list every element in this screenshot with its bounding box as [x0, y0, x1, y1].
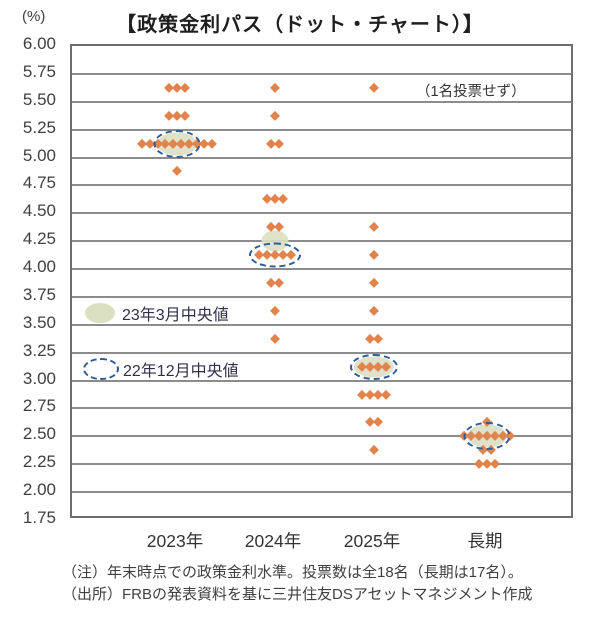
- y-tick-label: 1.75: [22, 508, 56, 527]
- gridline: [72, 463, 571, 466]
- y-tick-label: 2.25: [22, 452, 56, 472]
- y-tick-label: 4.75: [22, 173, 56, 193]
- projection-dot: [179, 110, 190, 121]
- projection-dot: [273, 138, 284, 149]
- projection-dot: [368, 445, 380, 456]
- gridline: [72, 435, 571, 438]
- source-line: （出所）FRBの発表資料を基に三井住友DSアセットマネジメント作成: [62, 586, 533, 603]
- y-tick-label: 4.50: [22, 201, 56, 221]
- projection-dot: [368, 305, 380, 316]
- projection-dot: [372, 417, 383, 428]
- projection-dot: [372, 333, 383, 344]
- projection-dot: [368, 250, 380, 261]
- median-mar23-legend-label: 23年3月中央値: [122, 307, 229, 324]
- gridline: [72, 323, 571, 326]
- y-tick-label: 4.00: [22, 257, 56, 277]
- projection-dot: [489, 459, 500, 470]
- x-category-label: 2023年: [146, 531, 204, 551]
- y-axis-unit-label: (%): [22, 8, 46, 25]
- gridline: [72, 295, 571, 298]
- y-tick-label: 6.00: [22, 34, 56, 53]
- projection-dot: [269, 305, 281, 316]
- y-tick-label: 2.00: [22, 480, 56, 500]
- y-tick-label: 3.75: [22, 284, 56, 304]
- y-tick-label: 5.00: [22, 145, 56, 165]
- projection-dot: [368, 222, 380, 233]
- gridline: [72, 240, 571, 243]
- median-dec22-ellipse: [249, 242, 301, 268]
- gridline: [72, 268, 571, 271]
- projection-dot: [368, 82, 380, 93]
- legend-median-mar23: 23年3月中央値: [85, 301, 229, 325]
- gridline: [72, 351, 571, 354]
- note-line: （注）年末時点での政策金利水準。投票数は全18名（長期は17名）。: [62, 564, 523, 581]
- gridline: [72, 491, 571, 494]
- projection-dot: [269, 110, 281, 121]
- x-category-label: 2024年: [244, 531, 302, 551]
- projection-dot: [273, 277, 284, 289]
- y-tick-label: 3.50: [22, 312, 56, 332]
- projection-dot: [179, 82, 190, 93]
- y-tick-label: 5.75: [22, 61, 56, 81]
- legend-median-dec22: 22年12月中央値: [83, 357, 239, 381]
- projection-dot: [171, 166, 183, 177]
- projection-dot: [269, 333, 281, 344]
- projection-dot: [277, 194, 288, 205]
- projection-dot: [207, 138, 218, 149]
- y-tick-label: 5.25: [22, 117, 56, 137]
- plot-area: （1名投票せず） 23年3月中央値 22年12月中央値: [70, 44, 573, 518]
- x-category-label: 2025年: [343, 531, 401, 551]
- median-dec22-legend-label: 22年12月中央値: [123, 363, 239, 380]
- annotation-one-no-vote: （1名投票せず）: [416, 84, 526, 100]
- median-dec22-ellipse-icon: [83, 358, 119, 380]
- y-tick-label: 5.50: [22, 89, 56, 109]
- projection-dot: [380, 389, 391, 400]
- gridline: [72, 407, 571, 410]
- median-dec22-ellipse: [350, 353, 398, 380]
- median-mar23-ellipse-icon: [85, 303, 115, 323]
- y-tick-label: 4.25: [22, 229, 56, 249]
- gridline: [72, 156, 571, 159]
- median-dec22-ellipse: [153, 129, 201, 158]
- y-tick-label: 2.50: [22, 424, 56, 444]
- gridline: [72, 379, 571, 382]
- gridline: [72, 72, 571, 75]
- chart-title: 【政策金利パス（ドット・チャート）】: [116, 14, 484, 36]
- gridline: [72, 100, 571, 103]
- y-tick-label: 3.00: [22, 368, 56, 388]
- gridline: [72, 184, 571, 187]
- projection-dot: [368, 277, 380, 289]
- projection-dot: [269, 82, 281, 93]
- y-tick-label: 2.75: [22, 396, 56, 416]
- median-dec22-ellipse: [463, 422, 511, 451]
- x-category-label: 長期: [467, 531, 503, 551]
- gridline: [72, 212, 571, 215]
- y-tick-label: 3.25: [22, 340, 56, 360]
- gridline: [72, 128, 571, 131]
